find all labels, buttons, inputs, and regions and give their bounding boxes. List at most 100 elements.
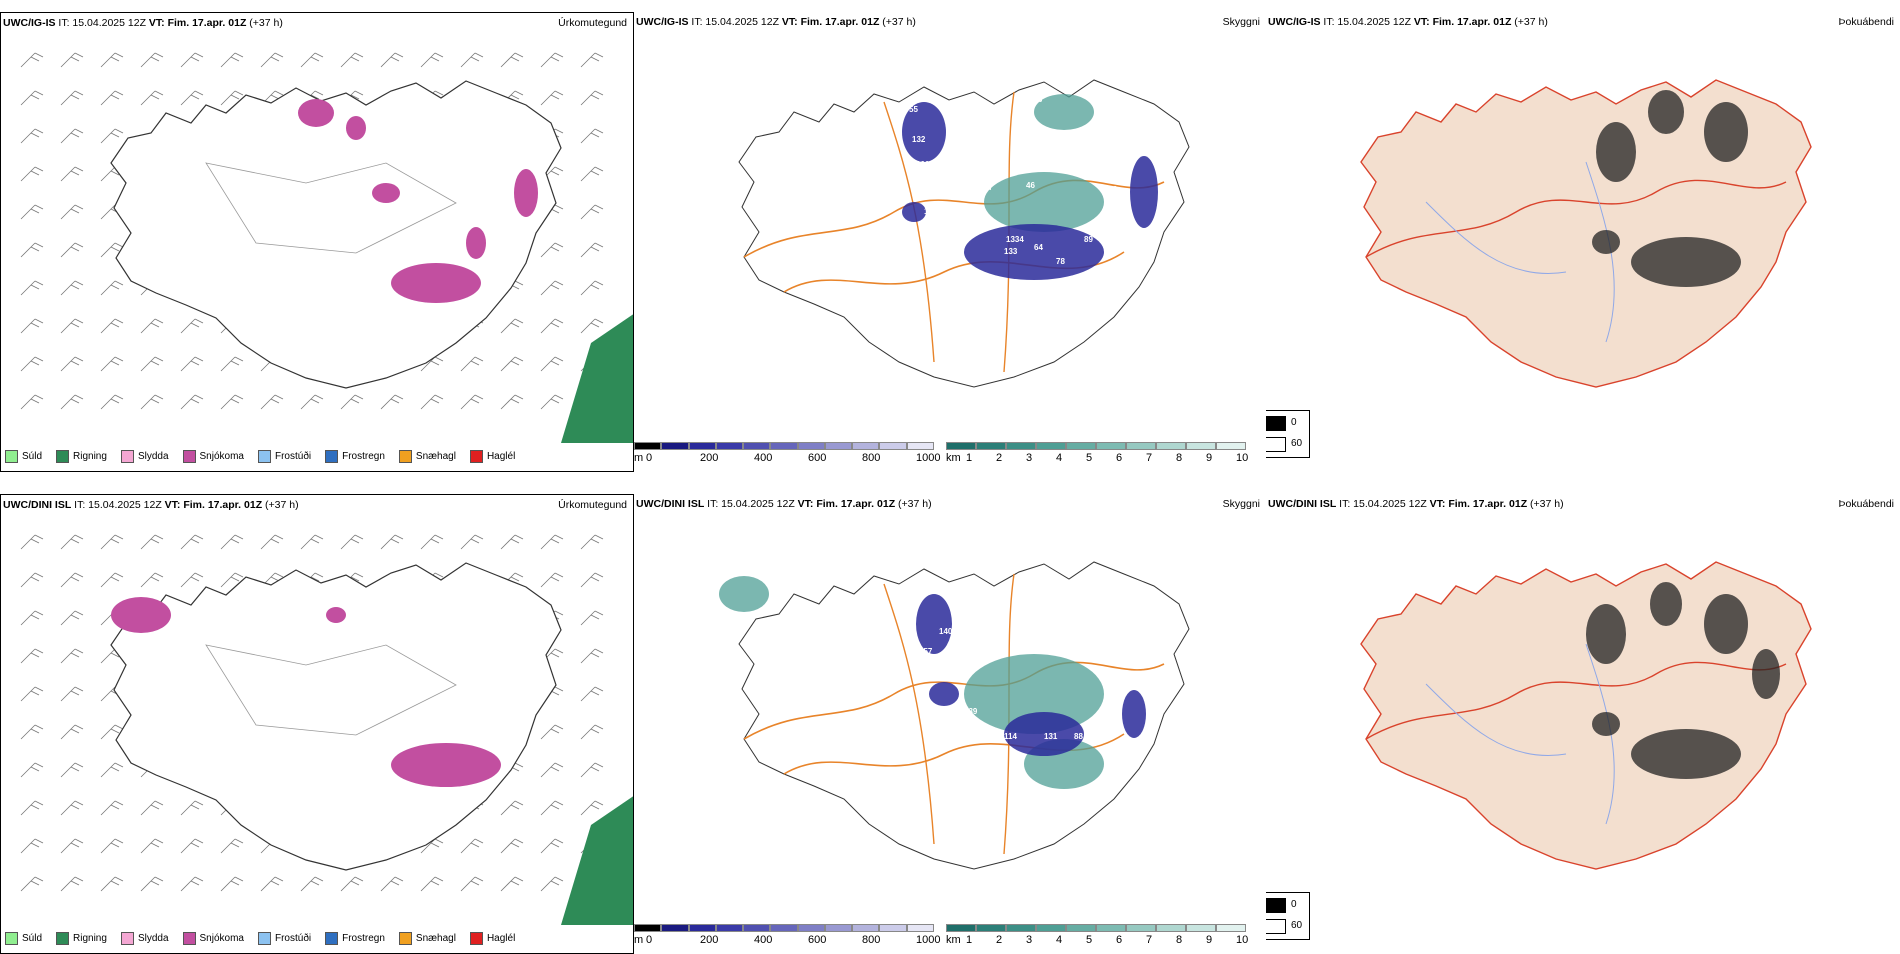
colorbar-tick: 6 [1116, 452, 1123, 464]
colorbar-cell [946, 924, 976, 932]
wind-barb [580, 610, 604, 626]
colorbar-tick: 8 [1176, 452, 1183, 464]
init-time: IT: 15.04.2025 12Z [55, 17, 149, 29]
wind-barb [340, 876, 364, 892]
visibility-panel: UWC/DINI ISL IT: 15.04.2025 12Z VT: Fim.… [634, 494, 1266, 954]
model-name: UWC/IG-IS [636, 16, 689, 28]
colorbar-tick: 800 [862, 934, 881, 946]
visibility-value-label: 74 [1094, 225, 1103, 234]
wind-barb [20, 800, 44, 816]
legend-swatch [325, 450, 339, 463]
wind-barb [540, 762, 564, 778]
wind-barb [60, 724, 84, 740]
wind-barb [580, 800, 604, 816]
colorbar-tick: 2 [996, 934, 1003, 946]
valid-time-label: VT: Fim. 17.apr. 01Z [148, 17, 247, 29]
fog-legend: 0 60 [1266, 892, 1310, 940]
wind-barb [60, 762, 84, 778]
panel-title: Þokuábendi [1838, 498, 1894, 510]
low-cloudbase-area [1130, 156, 1158, 228]
wind-barb [580, 762, 604, 778]
colorbar-cell [688, 924, 716, 932]
wind-barb [180, 356, 204, 372]
colorbar-tick: 600 [808, 934, 827, 946]
snow-area [466, 227, 486, 259]
panel-header: UWC/IG-IS IT: 15.04.2025 12Z VT: Fim. 17… [3, 17, 283, 29]
colorbar-tick: 4 [1056, 452, 1063, 464]
colorbar-tick: 1 [966, 452, 973, 464]
visibility-value-label: 132 [912, 135, 926, 144]
init-time: IT: 15.04.2025 12Z [1336, 498, 1430, 510]
legend-label: Frostúði [274, 933, 312, 944]
wind-barb [100, 90, 124, 106]
wind-barb [580, 648, 604, 664]
wind-barb [580, 90, 604, 106]
wind-barb [20, 648, 44, 664]
legend-swatch [56, 932, 70, 945]
colorbar-cell [1096, 442, 1126, 450]
visibility-value-label: 55 [909, 105, 918, 114]
init-time: IT: 15.04.2025 12Z [1320, 16, 1414, 28]
wind-barb [540, 572, 564, 588]
low-cloudbase-area [1004, 712, 1084, 756]
iceland-outline [110, 562, 562, 871]
wind-barb [580, 166, 604, 182]
wind-barb [540, 800, 564, 816]
wind-barb [60, 204, 84, 220]
wind-barb [420, 838, 444, 854]
init-time: IT: 15.04.2025 12Z [71, 499, 165, 511]
wind-barb [420, 876, 444, 892]
low-visibility-area [1034, 94, 1094, 130]
visibility-value-label: 135 [1104, 722, 1118, 731]
iceland-outline [738, 561, 1190, 870]
legend-item: Haglél [469, 450, 515, 463]
low-cloudbase-area [902, 102, 946, 162]
fog-area [1704, 102, 1748, 162]
wind-barb [580, 318, 604, 334]
legend-swatch [56, 450, 70, 463]
wind-barb [540, 242, 564, 258]
wind-barb [20, 572, 44, 588]
wind-barb [220, 356, 244, 372]
fog-area [1592, 712, 1620, 736]
legend-label: Snjókoma [199, 933, 244, 944]
wind-barb [220, 572, 244, 588]
colorbar-tick: 9 [1206, 934, 1213, 946]
snow-area [326, 607, 346, 623]
river [1425, 201, 1567, 274]
wind-barb [60, 318, 84, 334]
colorbar-tick: 8 [1176, 934, 1183, 946]
wind-barb [100, 52, 124, 68]
fog-area [1704, 594, 1748, 654]
colorbar-tick: 3 [1026, 934, 1033, 946]
legend-label: Slydda [137, 451, 169, 462]
colorbar-tick: 4 [1056, 934, 1063, 946]
wind-barb [60, 686, 84, 702]
wind-barb [300, 394, 324, 410]
wind-barb [60, 242, 84, 258]
wind-barb [580, 204, 604, 220]
wind-barb [540, 356, 564, 372]
colorbar-cell [1036, 924, 1066, 932]
wind-barb [20, 356, 44, 372]
fog-area [1586, 604, 1626, 664]
road-network [1365, 661, 1787, 740]
wind-barb [260, 534, 284, 550]
wind-barb [540, 52, 564, 68]
wind-barb [100, 762, 124, 778]
wind-barb [100, 356, 124, 372]
wind-barb [580, 52, 604, 68]
wind-barb [460, 534, 484, 550]
fog-area [1650, 582, 1682, 626]
snow-area [298, 99, 334, 127]
legend-item: Snæhagl [398, 450, 456, 463]
legend-label: Frostregn [342, 451, 385, 462]
low-visibility-area [984, 172, 1104, 232]
wind-barb [380, 52, 404, 68]
visibility-value-label: 206 [1029, 95, 1043, 104]
visibility-value-label: 97 [1084, 130, 1093, 139]
wind-barb [380, 394, 404, 410]
colorbar-tick: 1 [966, 934, 973, 946]
wind-barb [540, 534, 564, 550]
wind-barb [20, 166, 44, 182]
